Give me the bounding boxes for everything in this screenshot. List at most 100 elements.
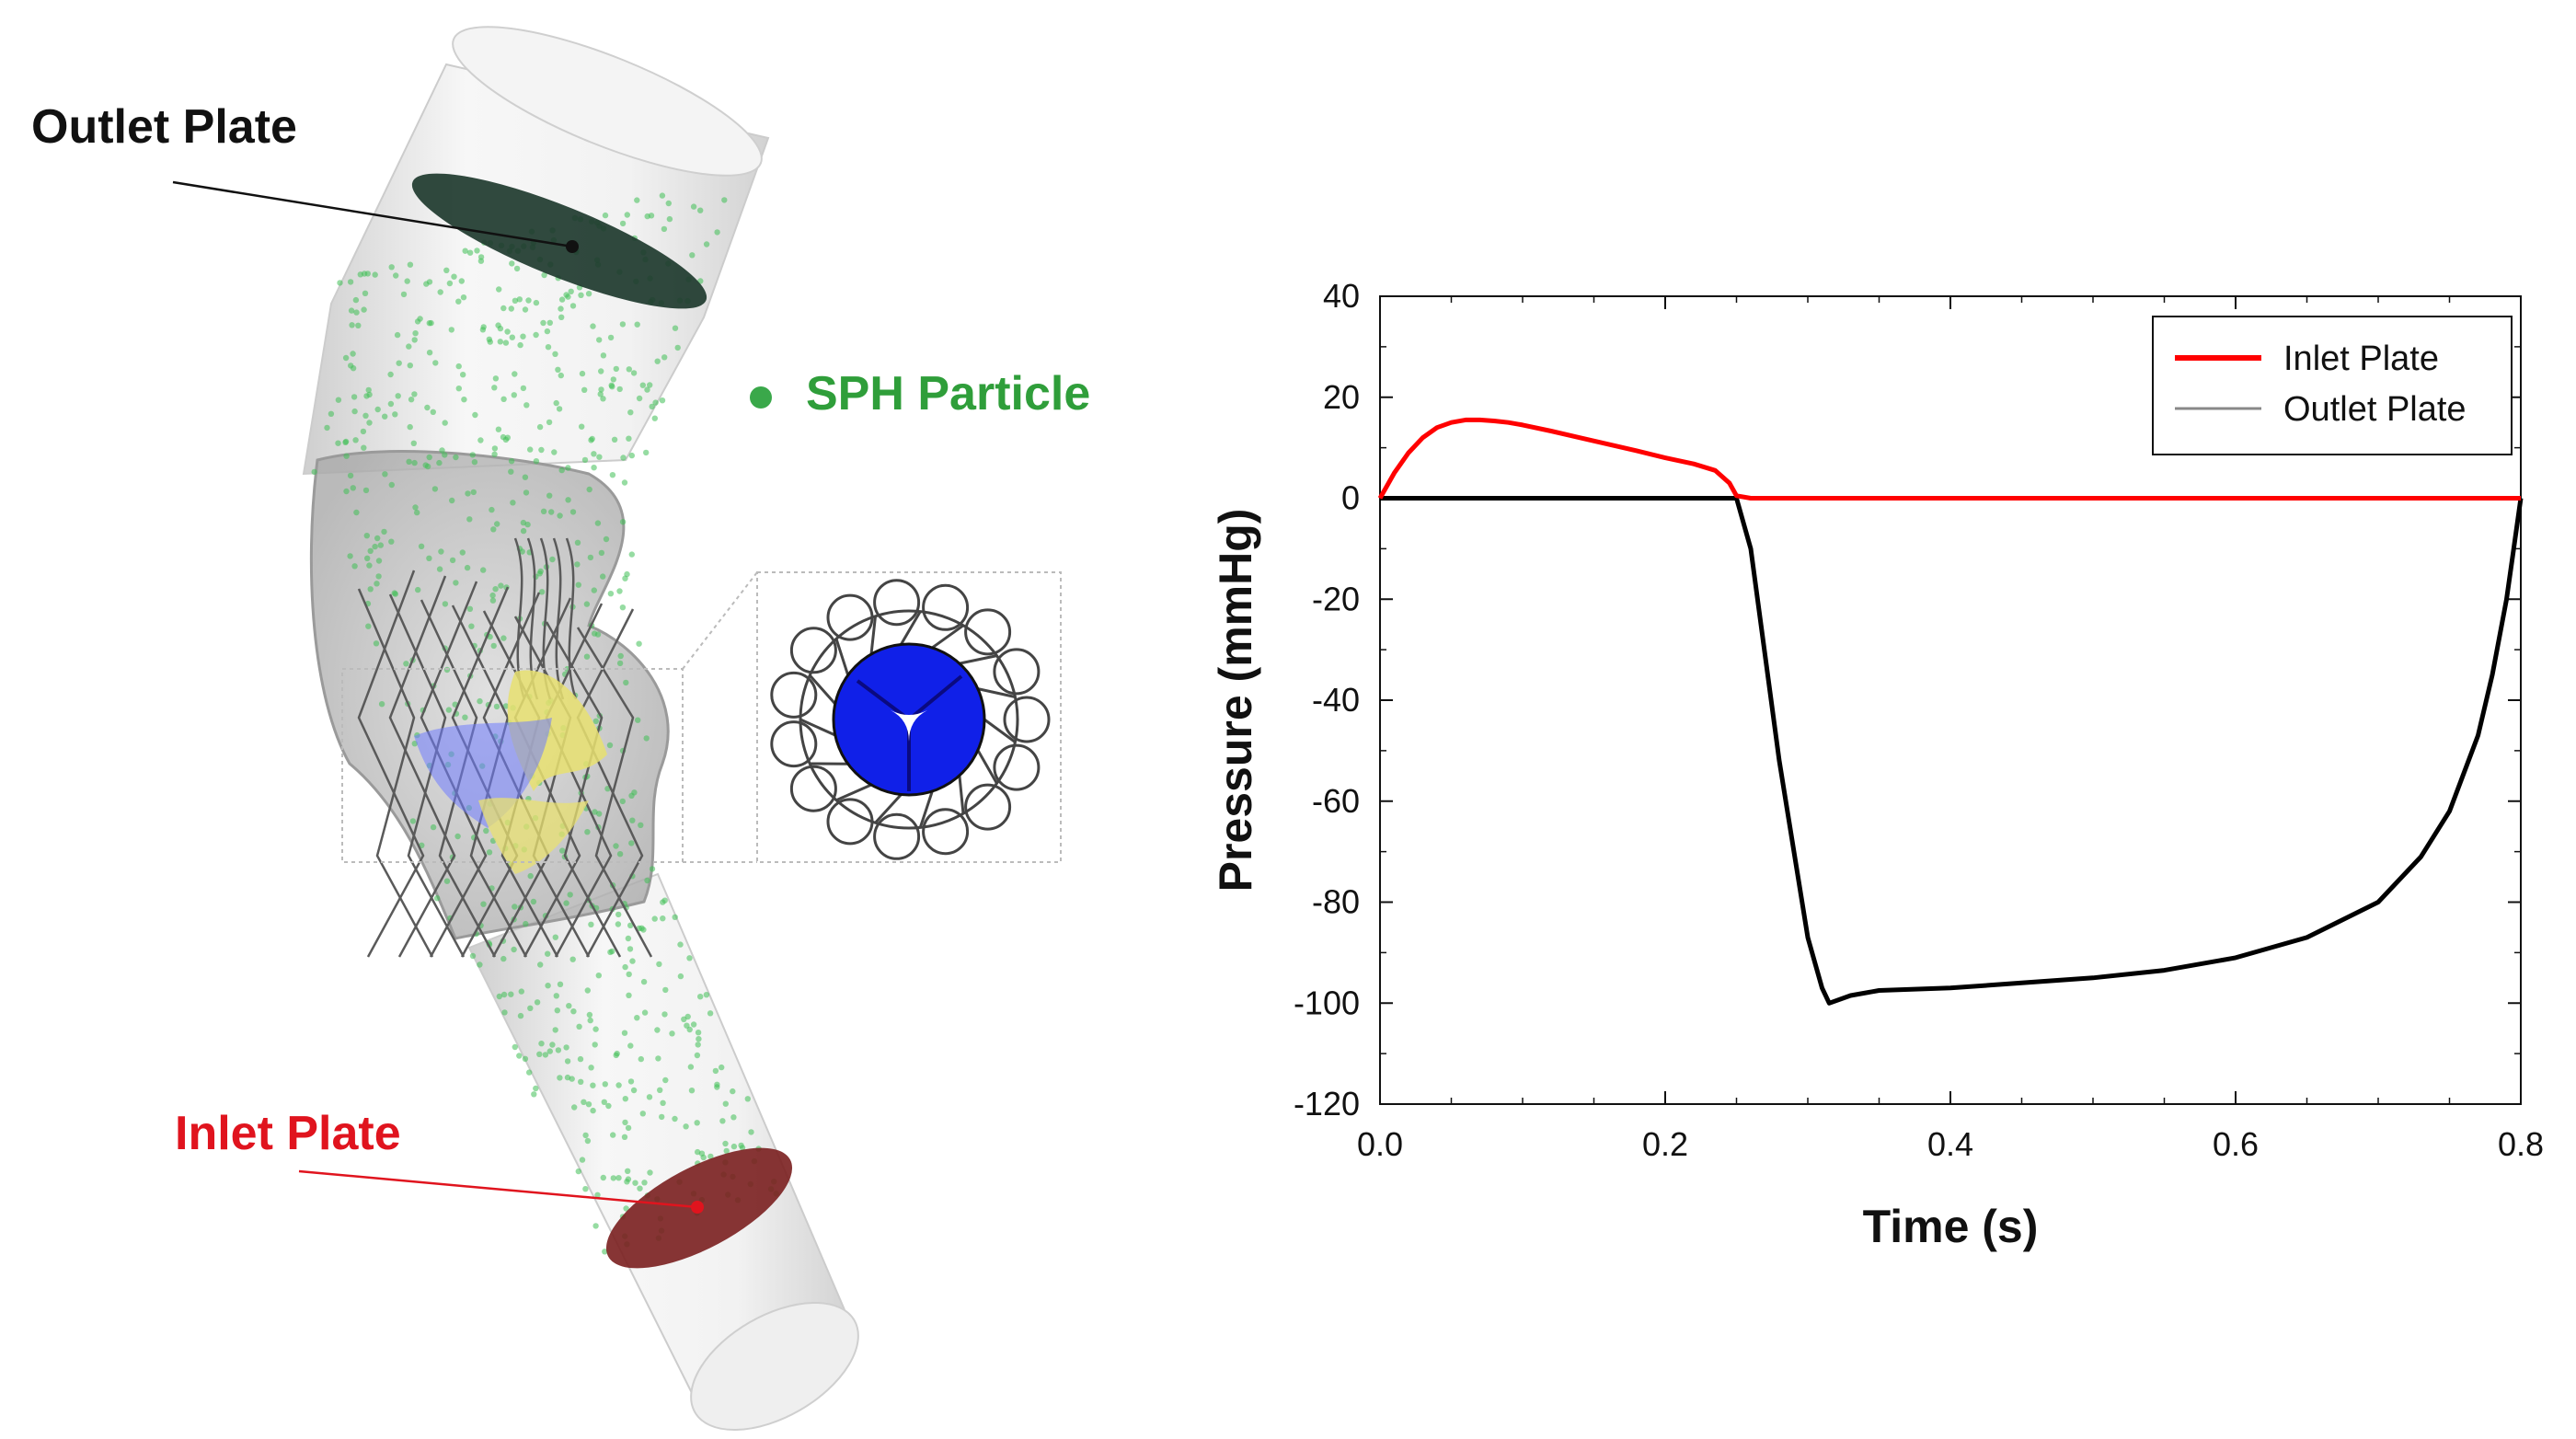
sph-particle	[549, 556, 556, 563]
sph-particle	[634, 1015, 640, 1021]
sph-particle	[588, 437, 594, 443]
sph-particle	[511, 946, 517, 953]
sph-particle	[748, 1129, 754, 1135]
sph-particle	[502, 703, 510, 709]
sph-particle	[375, 558, 383, 564]
sph-particle	[626, 992, 632, 999]
sph-particle	[651, 915, 658, 922]
sph-particle	[311, 468, 317, 476]
sph-particle	[490, 642, 497, 650]
sph-particle	[388, 264, 395, 271]
sph-particle	[617, 652, 624, 660]
sph-particle	[649, 866, 656, 872]
crown-strut	[976, 749, 998, 785]
legend-box	[2152, 316, 2513, 455]
sph-particle	[520, 333, 526, 340]
sph-particle	[426, 279, 433, 285]
sph-particle	[588, 1065, 594, 1071]
stent-strut	[513, 616, 591, 958]
sph-particle	[546, 1048, 553, 1054]
sph-particle	[591, 587, 597, 593]
inlet-plate-label: Inlet Plate	[175, 1107, 401, 1160]
sph-particle	[437, 289, 443, 295]
sph-particle	[625, 1168, 631, 1175]
sph-particle	[622, 1119, 628, 1126]
sph-particle	[491, 445, 499, 452]
sph-particle	[516, 1053, 523, 1059]
stent-strut	[576, 608, 644, 958]
sph-particle	[348, 363, 354, 369]
sph-particle	[430, 409, 436, 415]
sph-particle	[382, 413, 388, 420]
sph-particle	[582, 1186, 589, 1192]
sph-particle	[459, 549, 466, 556]
sph-particle	[387, 371, 394, 378]
sph-particle	[683, 1123, 689, 1130]
sph-particle	[460, 372, 466, 378]
sph-particle	[365, 386, 372, 394]
sph-particle	[636, 640, 642, 647]
sph-particle	[592, 718, 599, 724]
sph-particle	[672, 1115, 678, 1122]
sph-particle	[348, 307, 355, 314]
sph-particle	[719, 1118, 726, 1124]
sph-particle	[489, 592, 496, 599]
sph-particle	[497, 339, 503, 345]
sph-particle	[492, 375, 500, 382]
sph-particle	[637, 1185, 643, 1191]
sph-particle	[343, 453, 350, 459]
sph-particle	[538, 589, 546, 595]
sph-particle	[600, 396, 606, 402]
x-tick-label: 0.2	[1642, 1125, 1688, 1163]
sph-particle	[472, 411, 478, 419]
sph-particle	[556, 406, 563, 412]
sph-particle	[694, 1052, 701, 1059]
sph-particle	[602, 1081, 608, 1088]
sph-particle	[502, 340, 510, 346]
sph-particle	[619, 220, 627, 227]
sph-particle	[602, 212, 609, 219]
sph-particle	[504, 434, 511, 441]
sph-particle	[638, 822, 644, 828]
sph-particle	[695, 1030, 702, 1036]
sph-particle	[558, 466, 565, 474]
sph-particle	[546, 419, 553, 426]
sph-particle	[613, 365, 619, 373]
sph-particle	[424, 404, 431, 411]
x-tick-label: 0.4	[1927, 1125, 1973, 1163]
crown-strut	[900, 610, 922, 646]
sph-particle	[613, 843, 619, 849]
sph-particle	[578, 292, 584, 298]
sph-particle	[563, 292, 569, 298]
sph-particle	[477, 961, 483, 968]
sph-particle	[537, 568, 544, 575]
sph-particle	[454, 833, 461, 840]
sph-particle	[474, 248, 480, 254]
sph-particle	[496, 993, 502, 1000]
sph-particle	[407, 261, 414, 268]
sph-particle	[509, 260, 515, 267]
sph-particle	[508, 468, 514, 475]
sph-particle	[517, 341, 523, 349]
sph-particle	[418, 543, 425, 549]
y-tick-label: -20	[1312, 580, 1360, 617]
outlet-plate	[172, 173, 707, 309]
sph-particle	[512, 904, 518, 910]
sph-particle	[551, 449, 558, 455]
sph-particle	[522, 474, 529, 480]
sph-particle	[493, 703, 500, 710]
sph-particle	[625, 935, 632, 942]
sph-particle	[659, 1113, 665, 1121]
sph-particle	[648, 213, 655, 219]
sph-particle	[412, 504, 419, 511]
sph-particle	[623, 679, 629, 686]
sph-particle	[462, 248, 468, 254]
sph-particle	[414, 509, 420, 516]
sph-particle	[661, 225, 668, 233]
sph-particle	[504, 328, 511, 335]
sph-particle	[443, 878, 451, 884]
sph-particle	[695, 1042, 701, 1048]
sph-particle	[500, 991, 508, 998]
stent-strut	[545, 603, 613, 958]
sph-particle	[690, 203, 697, 210]
